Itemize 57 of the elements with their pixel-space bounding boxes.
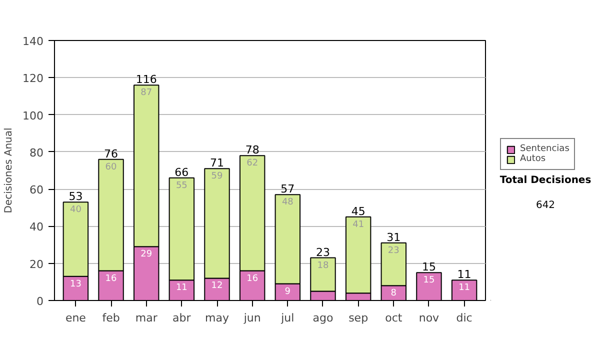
x-tick-label: feb [102, 312, 120, 324]
data-label: 62 [246, 158, 258, 169]
x-tick-label: ene [65, 312, 86, 324]
total-label: 76 [104, 147, 118, 160]
text: Total Decisiones [500, 175, 592, 186]
total-label: 66 [174, 166, 189, 179]
data-label: 12 [211, 281, 223, 292]
x-tick-label: dic [456, 312, 472, 324]
total-label: 15 [422, 260, 436, 274]
y-tick-label: 40 [30, 220, 44, 234]
data-label: 60 [105, 162, 118, 172]
total-label: 57 [280, 182, 295, 196]
data-label: 40 [70, 205, 82, 216]
x-tick-label: jun [242, 312, 261, 324]
x-tick-label: oct [385, 312, 403, 324]
total-label: 23 [316, 246, 330, 259]
y-tick-label: 100 [22, 109, 44, 122]
y-tick-label: 80 [30, 146, 44, 160]
y-axis-title: Decisiones Anual [4, 128, 15, 214]
data-label: 41 [352, 220, 364, 230]
x-tick-label: may [205, 312, 230, 324]
data-label: 15 [423, 276, 435, 286]
total-label: 71 [210, 156, 224, 170]
data-label: 16 [246, 274, 258, 284]
total-label: 116 [136, 73, 157, 86]
data-label: 9 [284, 286, 291, 297]
total-label: 45 [351, 204, 366, 218]
data-label: 29 [140, 250, 152, 260]
y-tick-label: 0 [36, 295, 44, 308]
x-tick-label: jul [280, 312, 294, 324]
x-tick-label: nov [418, 312, 440, 324]
x-tick-label: mar [135, 312, 158, 324]
data-label: 48 [282, 198, 294, 208]
data-label: 87 [140, 88, 152, 98]
x-tick-label: sep [348, 312, 368, 324]
y-tick-label: 120 [22, 72, 44, 86]
x-tick-label: abr [172, 312, 192, 324]
data-label: 59 [211, 172, 224, 182]
y-tick-label: 140 [22, 35, 44, 48]
data-label: 18 [317, 260, 329, 271]
data-label: 8 [390, 288, 397, 299]
text: 642 [536, 200, 556, 212]
data-label: 13 [70, 279, 82, 290]
data-label: 11 [458, 283, 470, 294]
x-tick-label: ago [312, 312, 334, 324]
y-tick-label: 20 [30, 258, 44, 271]
data-label: 11 [176, 283, 188, 294]
data-label: 23 [388, 246, 400, 256]
total-label: 78 [245, 144, 260, 157]
legend-label: Sentencias [520, 144, 570, 154]
legend-label: Autos [520, 154, 546, 164]
total-label: 31 [386, 230, 401, 244]
data-label: 55 [176, 180, 188, 191]
total-label: 53 [68, 190, 83, 204]
y-tick-label: 60 [30, 184, 44, 197]
data-label: 16 [105, 274, 118, 284]
total-label: 11 [457, 268, 472, 282]
